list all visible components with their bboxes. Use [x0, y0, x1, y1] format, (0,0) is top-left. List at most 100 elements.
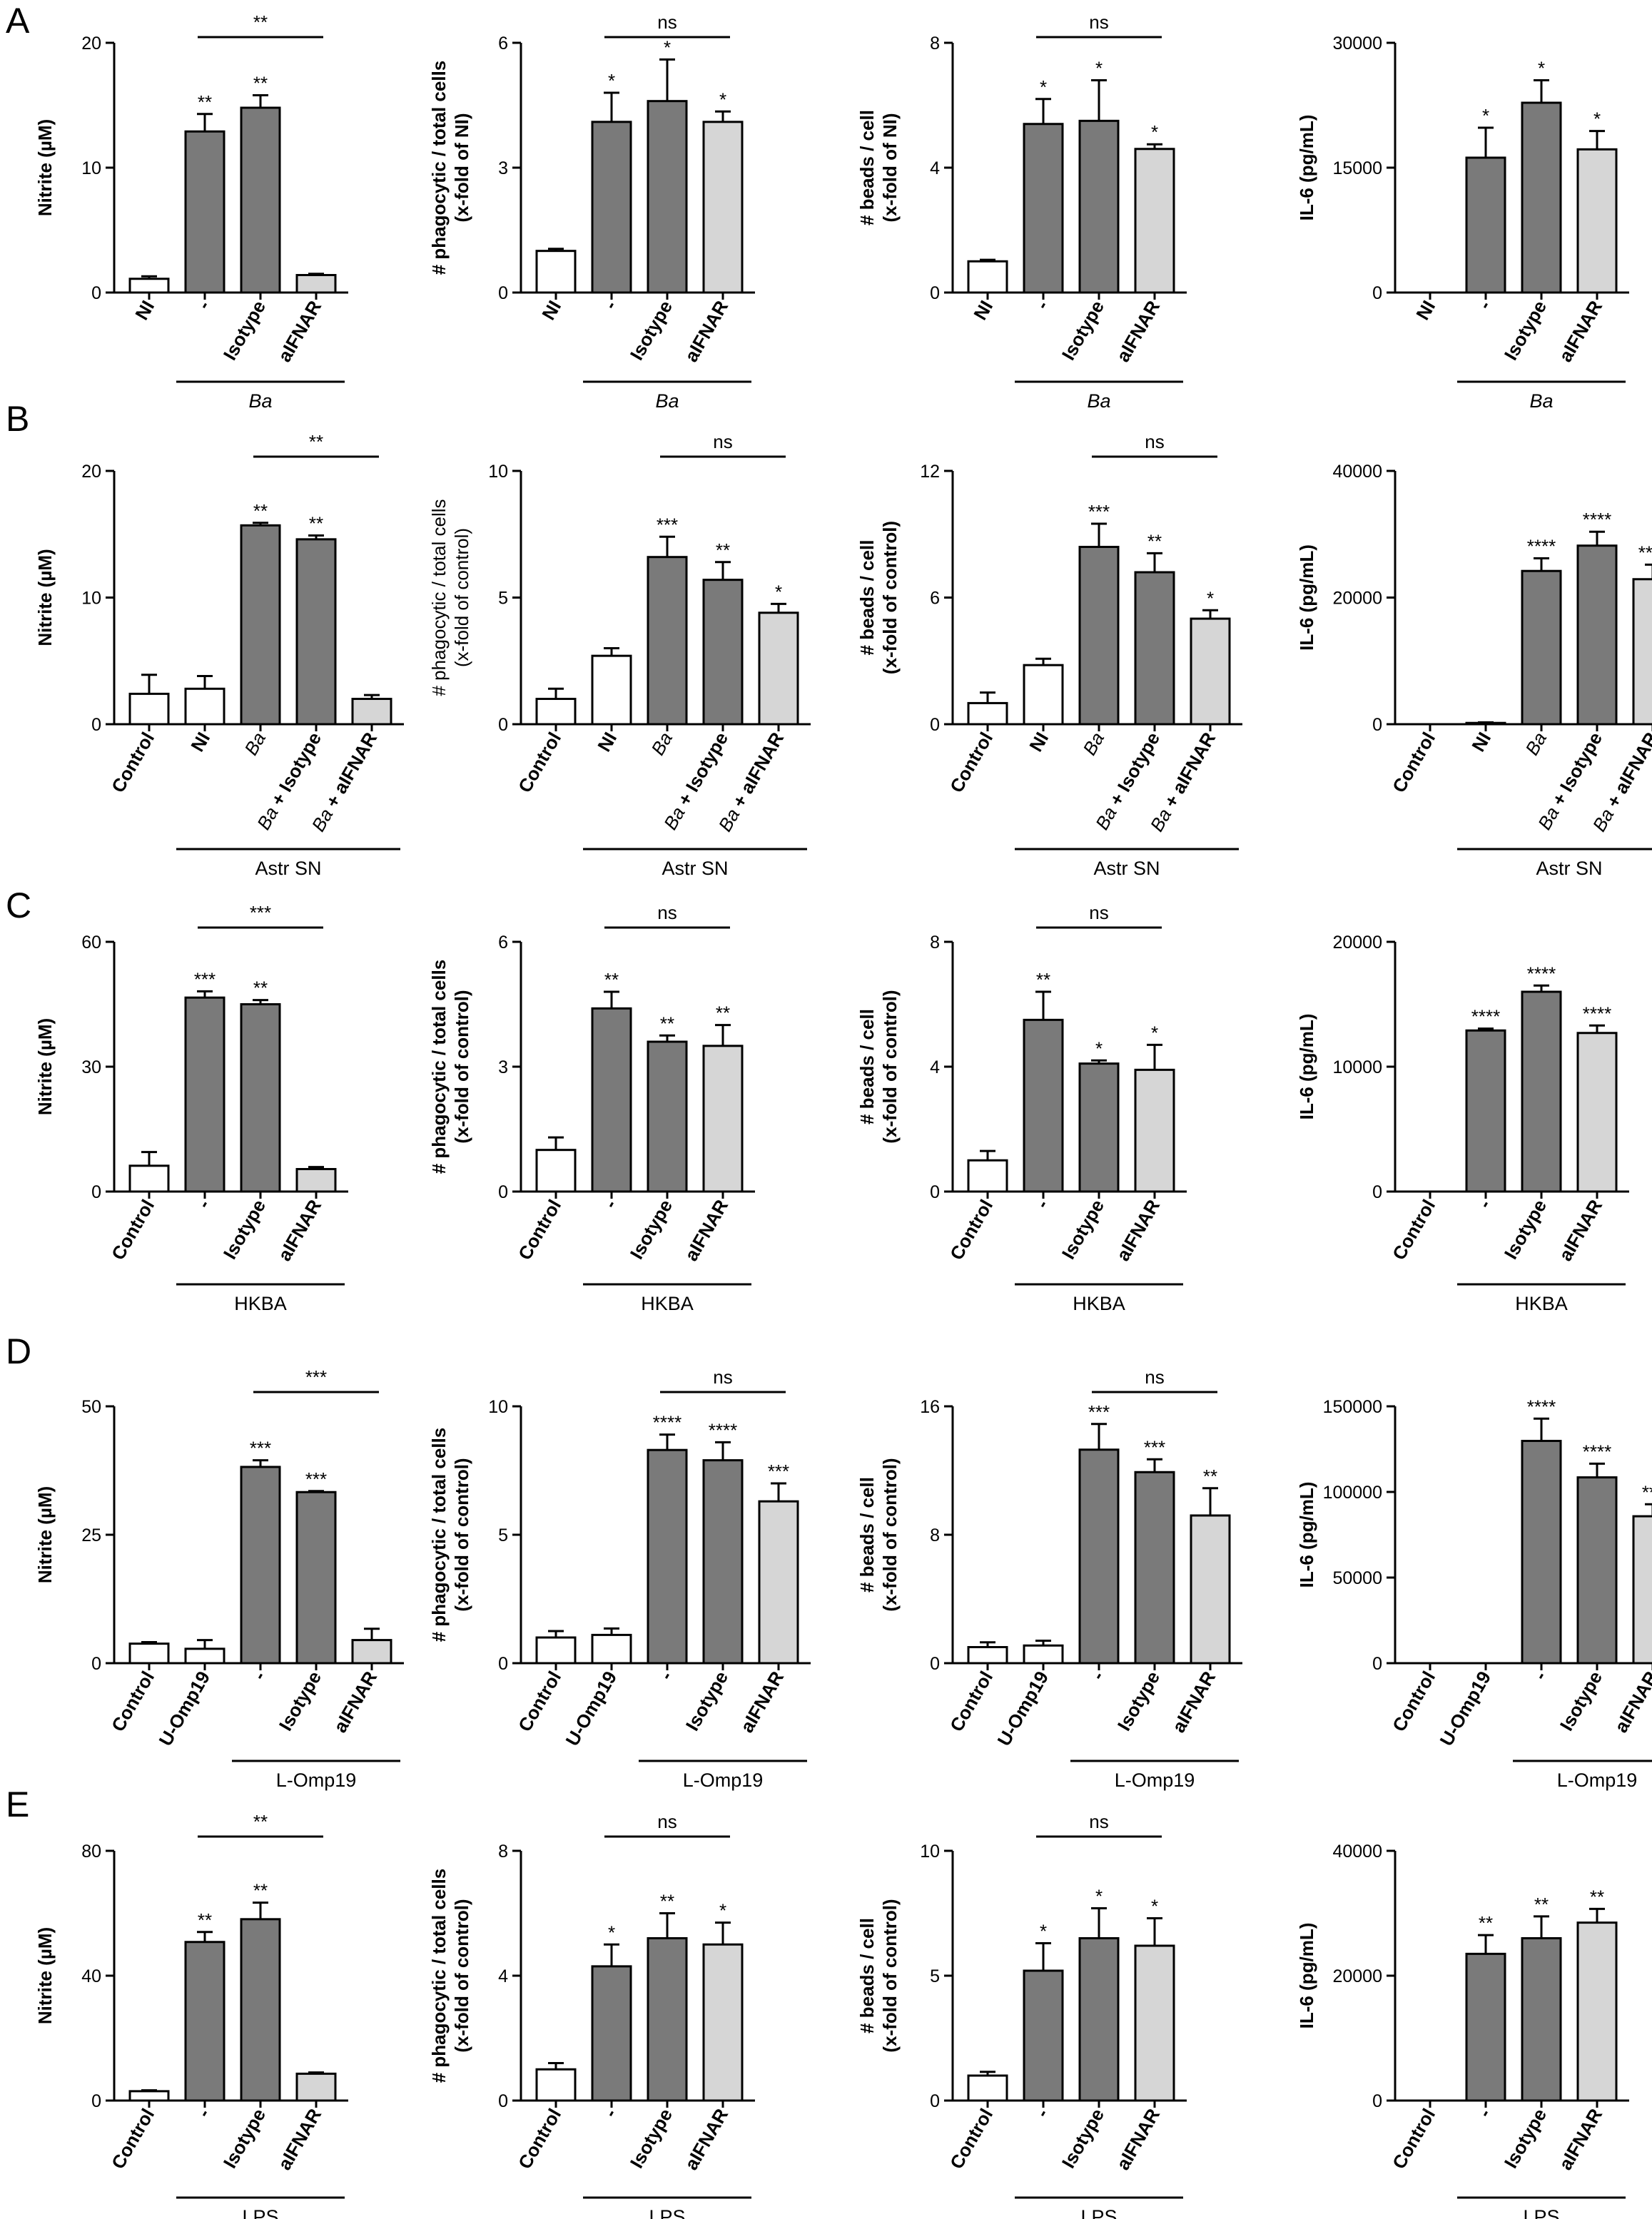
- y-tick-label: 10000: [1332, 1057, 1382, 1077]
- significance-label: **: [253, 978, 268, 999]
- significance-label: *: [608, 1921, 615, 1943]
- x-tick-label: NI: [537, 297, 565, 324]
- bar: [1521, 101, 1562, 294]
- y-tick-label: 50: [81, 1397, 101, 1417]
- y-tick-label: 40: [81, 1966, 101, 1986]
- significance-label: **: [604, 969, 619, 990]
- significance-label: ***: [250, 1438, 271, 1459]
- bar: [702, 1943, 744, 2102]
- y-axis-title: (x-fold of NI): [879, 113, 901, 222]
- x-tick-label: aIFNAR: [680, 2105, 732, 2174]
- y-tick-label: 0: [1372, 1654, 1382, 1674]
- bar: [240, 1918, 281, 2102]
- x-tick-label-rest: + aIFNAR: [318, 728, 381, 816]
- bar: [1023, 123, 1064, 294]
- bar: [1023, 1969, 1064, 2102]
- bar: [184, 996, 225, 1193]
- y-tick-label: 8: [930, 1525, 940, 1545]
- bar: [1576, 1921, 1618, 2102]
- y-tick-label: 20: [81, 34, 101, 54]
- x-tick-label: Isotype: [219, 2105, 270, 2172]
- group-label: L-Omp19: [276, 1769, 357, 1791]
- significance-label: *: [1151, 1022, 1158, 1043]
- significance-label: ****: [1471, 1006, 1500, 1027]
- x-tick-label: Control: [107, 2105, 158, 2173]
- group-label: HKBA: [641, 1293, 694, 1314]
- chart-c-2: 0 3 6 # phagocytic / total cells (x-fold of …: [428, 902, 755, 1314]
- significance-label: **: [716, 1002, 730, 1024]
- chart-a-1: 0 10 20 Nitrite (µM) NI ** - ** Isotype aIFNAR ** B…: [34, 11, 348, 412]
- bar: [647, 100, 688, 294]
- bar: [1190, 617, 1231, 726]
- comparison-label: **: [309, 431, 323, 452]
- significance-label: *: [1593, 108, 1601, 130]
- y-tick-label: 5: [930, 1966, 940, 1986]
- bar: [1521, 990, 1562, 1193]
- y-axis-title: # beads / cell: [856, 540, 878, 656]
- comparison-label: ***: [305, 1366, 327, 1388]
- bar: [1632, 1515, 1652, 1665]
- y-tick-label: 0: [498, 1654, 508, 1674]
- y-tick-label: 4: [930, 1057, 940, 1077]
- significance-label: ***: [1144, 1436, 1165, 1458]
- x-tick-label-italic: Ba: [647, 728, 676, 759]
- y-tick-label: 20: [81, 462, 101, 482]
- bar: [295, 1491, 337, 1665]
- chart-d-2: 0 5 10 # phagocytic / total cells (x-fold of…: [428, 1366, 811, 1791]
- x-tick-label: -: [1031, 297, 1053, 313]
- y-axis-title: Nitrite (µM): [34, 549, 56, 646]
- comparison-label: ns: [1089, 11, 1108, 33]
- chart-a-3: 0 4 8 # beads / cell (x-fold of NI) NI * - * Isot…: [856, 11, 1187, 412]
- y-axis-title: IL-6 (pg/mL): [1296, 544, 1317, 651]
- x-tick-label: NI: [1467, 728, 1495, 756]
- bar: [1078, 546, 1120, 726]
- y-tick-label: 0: [1372, 715, 1382, 735]
- significance-label: ****: [1583, 1441, 1611, 1462]
- y-tick-label: 50000: [1332, 1568, 1382, 1588]
- bar: [591, 1965, 632, 2102]
- bar: [295, 274, 337, 294]
- y-axis-title: # phagocytic / total cells: [428, 61, 450, 275]
- x-tick-label-italic: Ba: [1521, 728, 1551, 759]
- group-label: LPS: [1523, 2206, 1559, 2219]
- x-tick-label: -: [1474, 2105, 1495, 2121]
- y-tick-label: 30000: [1332, 34, 1382, 54]
- y-tick-label: 4: [498, 1966, 508, 1986]
- comparison-label: ns: [1145, 431, 1164, 452]
- significance-label: *: [1040, 76, 1047, 98]
- comparison-label: ***: [250, 902, 271, 923]
- chart-e-1: 0 40 80 Nitrite (µM) Control ** - ** Isotype aIFN…: [34, 1811, 348, 2219]
- bar: [967, 1159, 1008, 1193]
- bar: [702, 579, 744, 726]
- bar: [295, 2072, 337, 2102]
- bar: [1078, 1062, 1120, 1193]
- comparison-label: **: [253, 1811, 268, 1832]
- x-tick-label: -: [193, 297, 214, 313]
- bar: [128, 278, 170, 294]
- y-tick-label: 0: [498, 2091, 508, 2111]
- y-axis-title: Nitrite (µM): [34, 1018, 56, 1115]
- significance-label: ****: [1583, 509, 1611, 530]
- y-axis-title: # beads / cell: [856, 1009, 878, 1124]
- group-label: L-Omp19: [683, 1769, 764, 1791]
- bar: [295, 1168, 337, 1193]
- y-axis-title: # beads / cell: [856, 1918, 878, 2033]
- bar: [1521, 1439, 1562, 1665]
- chart-b-2: 0 5 10 # phagocytic / total cells (x-fold of…: [428, 431, 811, 879]
- x-tick-label: Control: [107, 1196, 158, 1264]
- x-tick-label: Control: [1388, 1196, 1439, 1264]
- bar: [967, 1646, 1008, 1665]
- bar: [1134, 148, 1175, 294]
- x-tick-label: Isotype: [1058, 2105, 1108, 2172]
- comparison-label: ns: [1145, 1366, 1164, 1388]
- group-label: HKBA: [1515, 1293, 1568, 1314]
- y-axis-title: (x-fold of control): [879, 1458, 901, 1611]
- bar: [128, 692, 170, 726]
- x-tick-label: Control: [946, 728, 997, 796]
- y-axis-title: (x-fold of control): [879, 521, 901, 674]
- panel-letter-e: E: [6, 1784, 30, 1824]
- y-axis-title: (x-fold of control): [451, 1458, 472, 1611]
- significance-label: **: [198, 91, 212, 113]
- x-tick-label-rest: + Isotype: [1545, 728, 1606, 813]
